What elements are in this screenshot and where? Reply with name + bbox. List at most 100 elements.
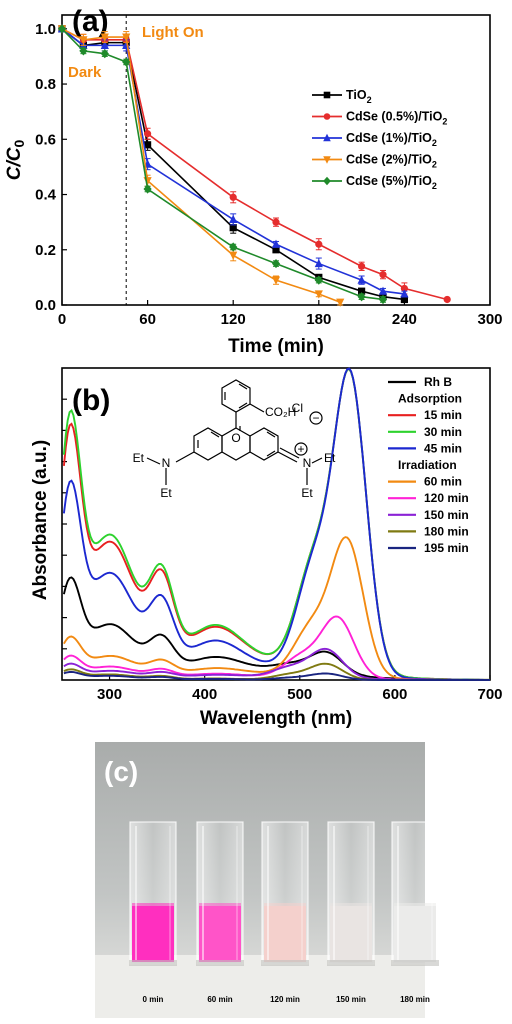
legend-label: CdSe (1%)/TiO2 (346, 131, 437, 148)
benzoic-ring-bond (238, 402, 248, 409)
data-point (443, 295, 451, 304)
left-amine-bond (175, 451, 195, 463)
panel-a-letter: (a) (72, 5, 109, 38)
data-point (271, 258, 281, 269)
right-ring-bond (266, 431, 276, 438)
cuvette-time-label: 180 min (400, 995, 430, 1004)
carboxyl-bond (249, 403, 265, 413)
left-ring-bond (210, 431, 220, 438)
data-point (323, 91, 331, 99)
legend-label: 30 min (424, 425, 462, 439)
legend-label: 45 min (424, 441, 462, 455)
y-tick-label: 0.8 (35, 76, 56, 93)
data-point (272, 246, 280, 254)
panel-a-ylabel: C/C0 (4, 140, 27, 181)
legend-label: 60 min (424, 475, 462, 489)
liquid-meniscus (199, 903, 241, 908)
data-point (323, 156, 331, 164)
legend-subscript: 2 (432, 160, 437, 170)
panel-b-letter: (b) (72, 384, 110, 417)
x-tick-label: 180 (306, 311, 331, 328)
data-point (122, 57, 131, 67)
legend-label: 150 min (424, 508, 469, 522)
series-path (61, 28, 384, 301)
cuvette-time-label: 60 min (207, 995, 232, 1004)
data-point (400, 295, 408, 304)
x-tick-label: 700 (477, 686, 502, 703)
data-point (357, 275, 366, 284)
right-ethyl-label-lower: Et (301, 486, 313, 500)
cuvette-liquid (199, 906, 241, 962)
data-point (314, 290, 323, 299)
data-point (378, 294, 388, 305)
left-ethyl-label: Et (133, 451, 145, 465)
absorbance-curve (63, 671, 490, 681)
liquid-meniscus (330, 903, 372, 908)
x-tick-label: 120 (221, 311, 246, 328)
series-path (61, 28, 341, 303)
data-point (229, 242, 238, 252)
x-tick-label: 300 (477, 311, 502, 328)
data-point (144, 141, 152, 149)
data-point (314, 275, 323, 285)
plus-charge-circle (294, 442, 308, 456)
cuvette-liquid (264, 906, 306, 962)
cuvette-row: 0 min 60 min 120 min 150 min 180 min (129, 821, 439, 1004)
data-point (79, 36, 88, 45)
right-ethyl-bond (311, 457, 323, 464)
data-point (323, 113, 331, 120)
liquid-meniscus (394, 903, 436, 908)
x-tick-label: 240 (392, 311, 417, 328)
cuvette: 180 min (391, 821, 439, 1004)
y-tick-label: 0.0 (35, 297, 56, 314)
legend-group-header: Adsorption (398, 392, 462, 406)
series-line (57, 24, 409, 298)
legend-label: TiO2 (346, 88, 372, 105)
legend-group-header: Irradiation (398, 458, 457, 472)
legend-subscript: 2 (442, 117, 447, 127)
legend-subscript: 2 (432, 138, 437, 148)
minus-charge-label: − (312, 411, 319, 425)
panel-a-legend: TiO2 CdSe (0.5%)/TiO2 CdSe (1%)/TiO2 CdSe (… (312, 88, 447, 191)
panel-c-letter: (c) (104, 756, 138, 787)
data-point (323, 176, 331, 186)
y-tick-label: 0.4 (35, 187, 57, 204)
y-tick-label: 1.0 (35, 21, 56, 38)
x-tick-label: 0 (58, 311, 66, 328)
data-point (323, 133, 331, 142)
data-point (122, 33, 131, 42)
data-point (400, 284, 408, 293)
benzoic-ring (221, 379, 251, 413)
panel-a-series (57, 24, 451, 307)
data-point (57, 24, 67, 34)
data-point (144, 130, 152, 138)
cuvette-base (196, 960, 244, 966)
x-tick-label: 500 (287, 686, 312, 703)
rhodamine-b-structure (146, 379, 323, 485)
legend-label: 180 min (424, 524, 469, 538)
panel-a-xlabel: Time (min) (228, 336, 324, 357)
cuvette-base (261, 960, 309, 966)
panel-a-ticks: 0 60 120 180 240 300 0.0 0.2 0.4 0.6 0.8 1.0 (35, 21, 502, 328)
left-ethyl-bond (146, 457, 161, 465)
right-iminium-double-bond-a (277, 451, 298, 463)
legend-subscript: 2 (367, 95, 372, 105)
legend-label: Rh B (424, 375, 452, 389)
cuvette-base (391, 960, 439, 966)
data-point (358, 287, 366, 295)
data-point (378, 286, 388, 295)
panel-b-series (62, 367, 490, 681)
panel-a-plot-frame (61, 14, 491, 306)
cuvette-time-label: 0 min (143, 995, 164, 1004)
benzoic-ring-bond (238, 383, 248, 390)
cuvette-time-label: 120 min (270, 995, 300, 1004)
right-ring (249, 427, 279, 461)
data-point (357, 292, 366, 302)
absorbance-curve (63, 615, 490, 681)
minus-charge-circle (309, 411, 323, 425)
legend-label: CdSe (2%)/TiO2 (346, 153, 437, 170)
cuvette-liquid (132, 906, 174, 962)
series-line (57, 24, 388, 305)
data-point (272, 218, 280, 226)
